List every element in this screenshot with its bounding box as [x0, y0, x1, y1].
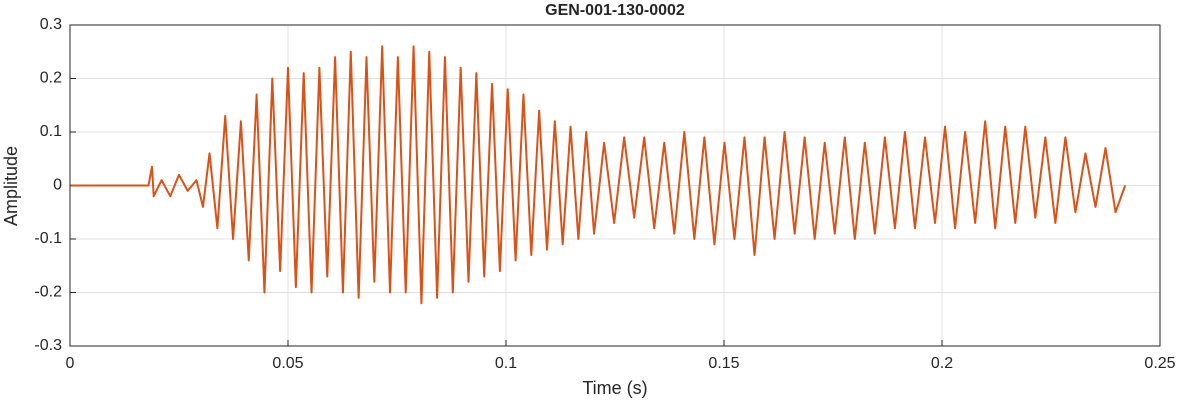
- y-axis-label: Amplitude: [1, 146, 21, 226]
- x-tick-label: 0: [66, 355, 75, 372]
- x-tick-label: 0.05: [272, 355, 303, 372]
- y-tick-label: -0.3: [34, 337, 62, 354]
- x-tick-label: 0.2: [931, 355, 953, 372]
- y-tick-label: 0.1: [40, 123, 62, 140]
- x-tick-label: 0.15: [708, 355, 739, 372]
- y-tick-label: -0.1: [34, 230, 62, 247]
- y-tick-label: 0.3: [40, 16, 62, 33]
- waveform-line: [70, 45, 1127, 305]
- x-tick-label: 0.1: [495, 355, 517, 372]
- x-axis-label: Time (s): [582, 378, 647, 398]
- chart-title: GEN-001-130-0002: [545, 2, 685, 19]
- y-tick-label: -0.2: [34, 284, 62, 301]
- plot-frame: [69, 24, 1161, 347]
- y-tick-label: 0: [53, 177, 62, 194]
- y-tick-label: 0.2: [40, 70, 62, 87]
- x-tick-label: 0.25: [1144, 355, 1175, 372]
